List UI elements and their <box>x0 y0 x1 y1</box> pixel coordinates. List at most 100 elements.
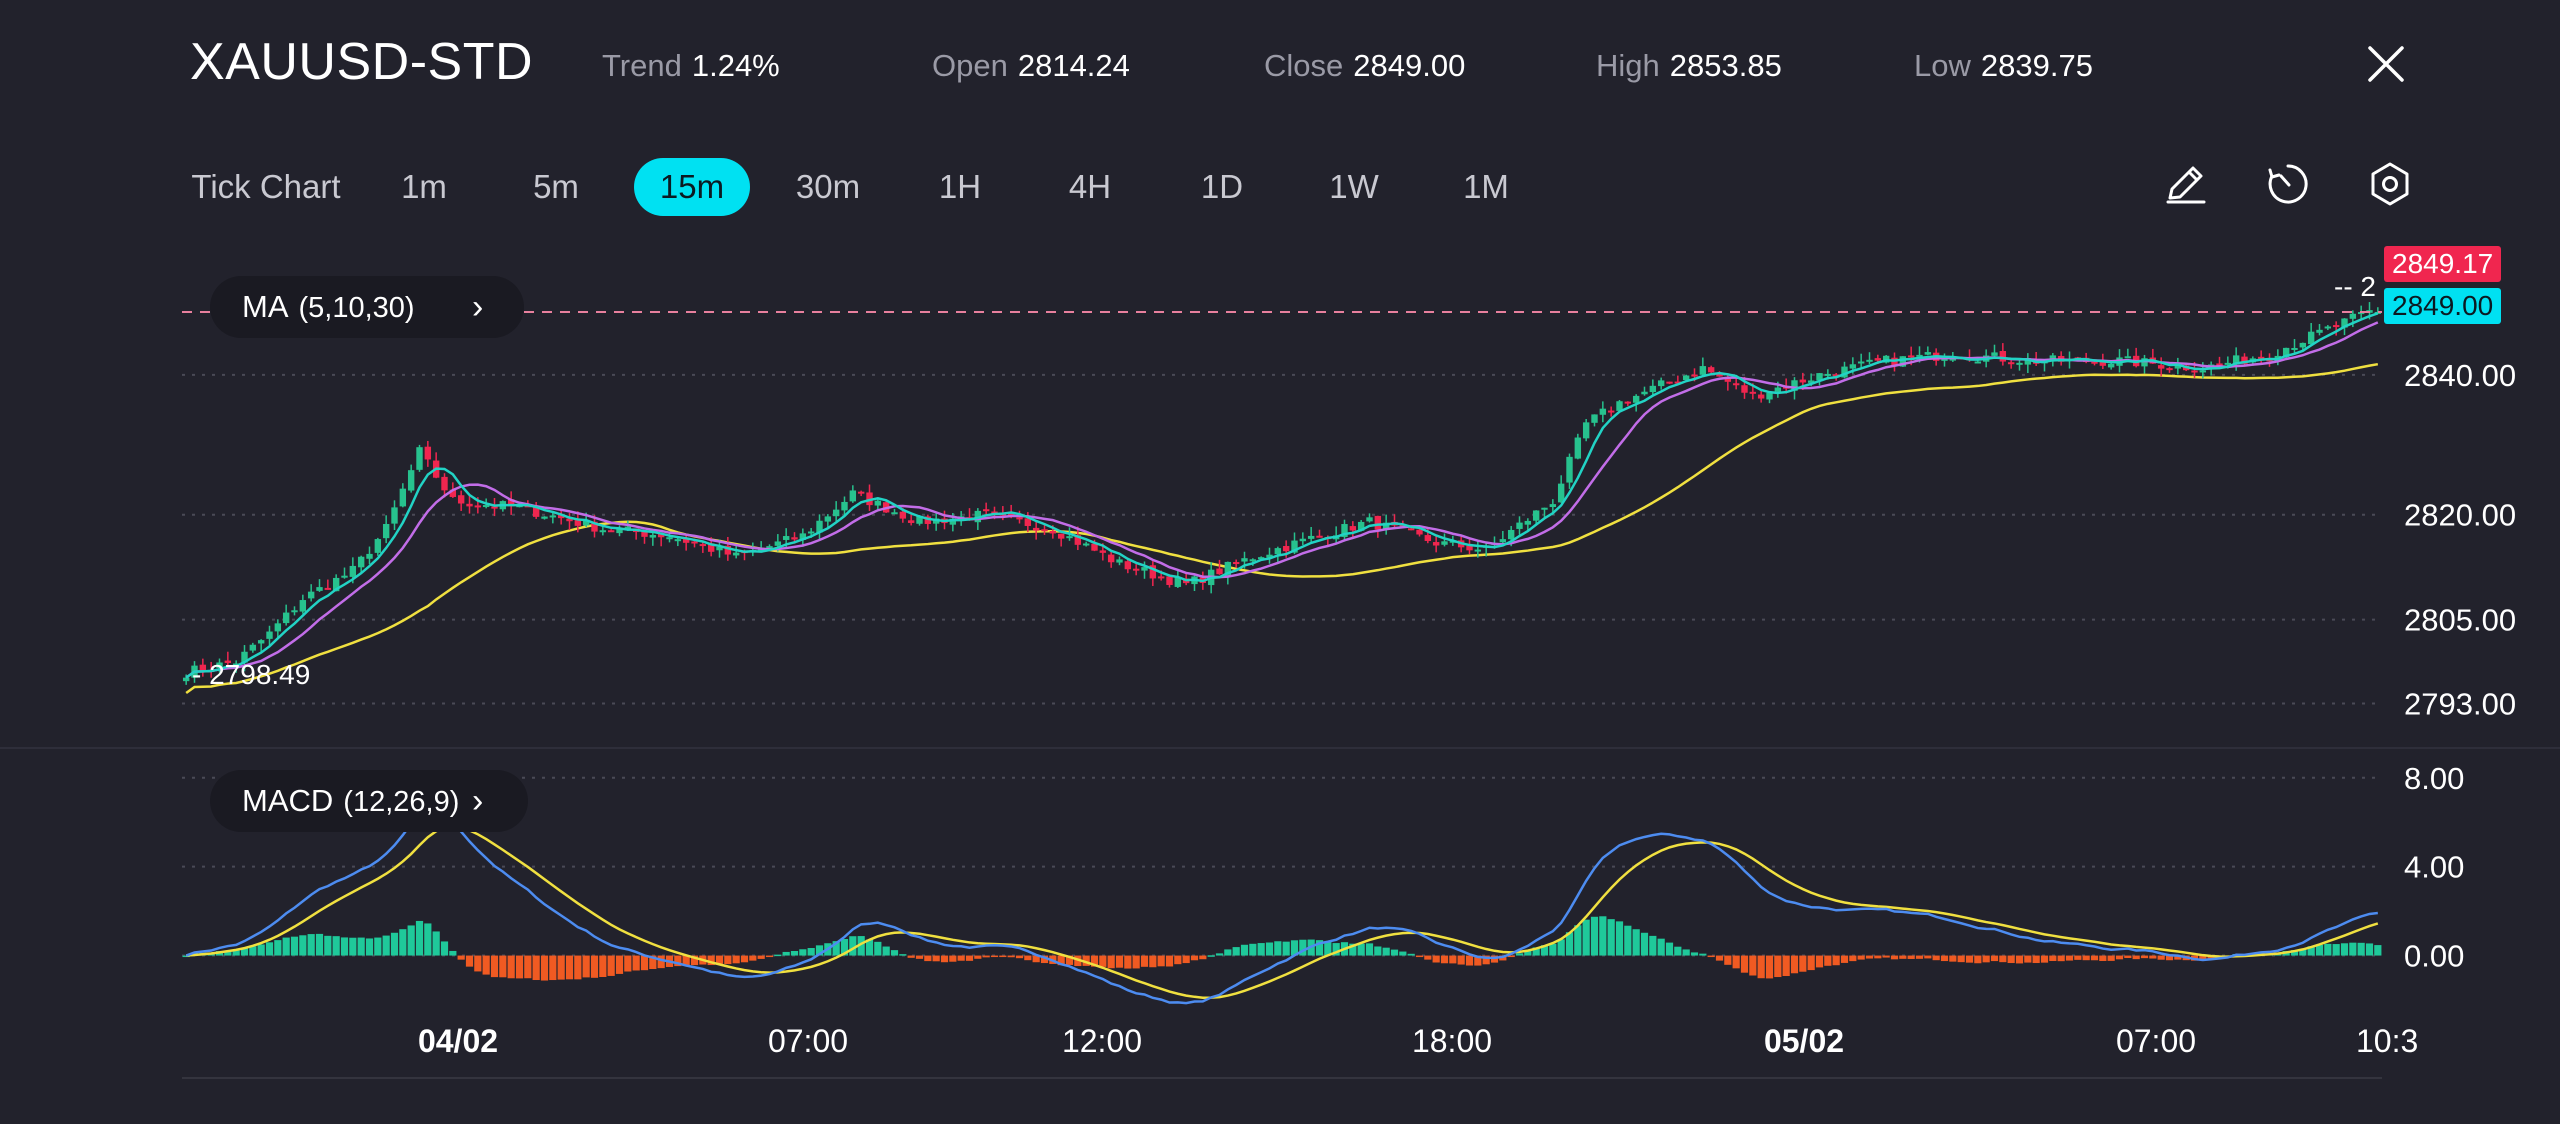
candle-body <box>2241 356 2248 364</box>
candle-body <box>2232 355 2240 365</box>
candle-body <box>566 518 573 522</box>
macd-bar <box>490 955 499 978</box>
stat-trend: Trend 1.24% <box>602 48 780 83</box>
candle-body <box>991 511 998 514</box>
macd-bar <box>599 955 607 978</box>
macd-bar <box>1290 940 1299 956</box>
macd-bar <box>415 920 424 956</box>
macd-bar <box>1699 953 1707 956</box>
macd-bar <box>1749 955 1757 976</box>
macd-bar <box>1174 955 1182 965</box>
macd-bar <box>1932 955 1940 961</box>
tab-15m[interactable]: 15m <box>634 158 750 216</box>
candle-body <box>1007 513 1015 516</box>
candle-body <box>2291 347 2298 350</box>
candle-body <box>1699 366 1707 375</box>
tab-1h[interactable]: 1H <box>938 168 982 205</box>
macd-bar <box>449 950 457 956</box>
macd-bar <box>1665 942 1674 956</box>
macd-bar <box>332 936 340 956</box>
tab-1d[interactable]: 1D <box>1200 168 1244 205</box>
macd-bar <box>1257 943 1265 956</box>
candle-body <box>1057 533 1065 539</box>
candle-body <box>1599 408 1607 415</box>
candle-body <box>1866 359 1873 362</box>
candle-body <box>1341 524 1348 537</box>
candle-body <box>1091 543 1098 551</box>
candle-body <box>2191 370 2198 373</box>
candle-body <box>916 516 923 524</box>
candle-body <box>2374 311 2382 314</box>
tab-5m[interactable]: 5m <box>533 168 579 205</box>
stat-close: Close 2849.00 <box>1264 48 1466 83</box>
macd-indicator-pill[interactable]: MACD (12,26,9) › <box>210 770 528 832</box>
candle-body <box>1766 392 1773 400</box>
macd-bar <box>265 942 274 956</box>
timeframe-bar: Tick Chart 1m 5m 15m 30m 1H 4H 1D 1W 1M <box>0 150 2560 230</box>
macd-bar <box>307 934 315 956</box>
ma-indicator-pill[interactable]: MA (5,10,30) › <box>210 276 524 338</box>
tab-30m[interactable]: 30m <box>795 168 861 205</box>
candle-body <box>374 539 382 553</box>
price-tick-label: 2793.00 <box>2404 687 2516 722</box>
macd-bar <box>574 955 582 980</box>
candle-body <box>2332 325 2340 328</box>
tab-1mo[interactable]: 1M <box>1463 168 1509 205</box>
pencil-icon[interactable] <box>2160 158 2212 210</box>
macd-bar <box>549 955 557 981</box>
macd-bar <box>2007 955 2015 964</box>
macd-bar <box>940 955 949 963</box>
macd-bar <box>1140 955 1149 967</box>
macd-bar <box>1524 950 1532 956</box>
candle-body <box>241 651 248 663</box>
close-icon[interactable] <box>2362 40 2410 88</box>
macd-bar <box>1457 955 1465 965</box>
candle-body <box>441 476 448 491</box>
macd-bar <box>1240 944 1249 956</box>
macd-bar <box>624 955 632 972</box>
candle-body <box>1741 385 1748 393</box>
macd-bar <box>2024 955 2032 963</box>
macd-bar <box>1832 955 1840 966</box>
settings-icon[interactable] <box>2364 158 2416 210</box>
candle-body <box>2099 361 2107 366</box>
macd-bar <box>1215 953 1224 956</box>
tab-1w[interactable]: 1W <box>1329 168 1379 205</box>
candle-body <box>341 575 348 578</box>
macd-bar <box>1090 955 1099 967</box>
candle-body <box>1916 354 1923 357</box>
macd-bar <box>707 955 715 966</box>
tab-4h[interactable]: 4H <box>1068 168 1112 205</box>
candle-body <box>2216 363 2223 366</box>
macd-bar <box>1482 955 1490 965</box>
macd-bar <box>182 955 190 958</box>
macd-bar <box>1057 955 1065 966</box>
timer-icon[interactable] <box>2262 158 2314 210</box>
macd-bar <box>2307 946 2315 956</box>
candle-body <box>249 644 257 651</box>
candle-body <box>1299 538 1307 542</box>
candle-body <box>1499 539 1507 543</box>
candle-body <box>1541 507 1548 510</box>
macd-bar <box>1540 945 1549 956</box>
tab-tick-chart[interactable]: Tick Chart <box>191 168 341 205</box>
macd-bar <box>1115 955 1124 968</box>
macd-bar <box>1999 955 2007 963</box>
macd-bar <box>249 946 257 956</box>
candle-body <box>1974 361 1982 364</box>
candle-body <box>1724 377 1732 382</box>
macd-bar <box>1407 953 1415 956</box>
candle-body <box>1832 374 1840 377</box>
macd-bar <box>1315 940 1324 956</box>
macd-bar <box>1907 955 1915 959</box>
candle-body <box>607 530 615 533</box>
candle-body <box>982 509 990 512</box>
candle-body <box>1216 568 1223 575</box>
macd-bar <box>2340 943 2349 956</box>
macd-bar <box>2099 955 2107 961</box>
macd-bar <box>1982 955 1990 963</box>
macd-bar <box>724 955 732 965</box>
tab-1m[interactable]: 1m <box>401 168 447 205</box>
candle-body <box>1466 545 1473 551</box>
